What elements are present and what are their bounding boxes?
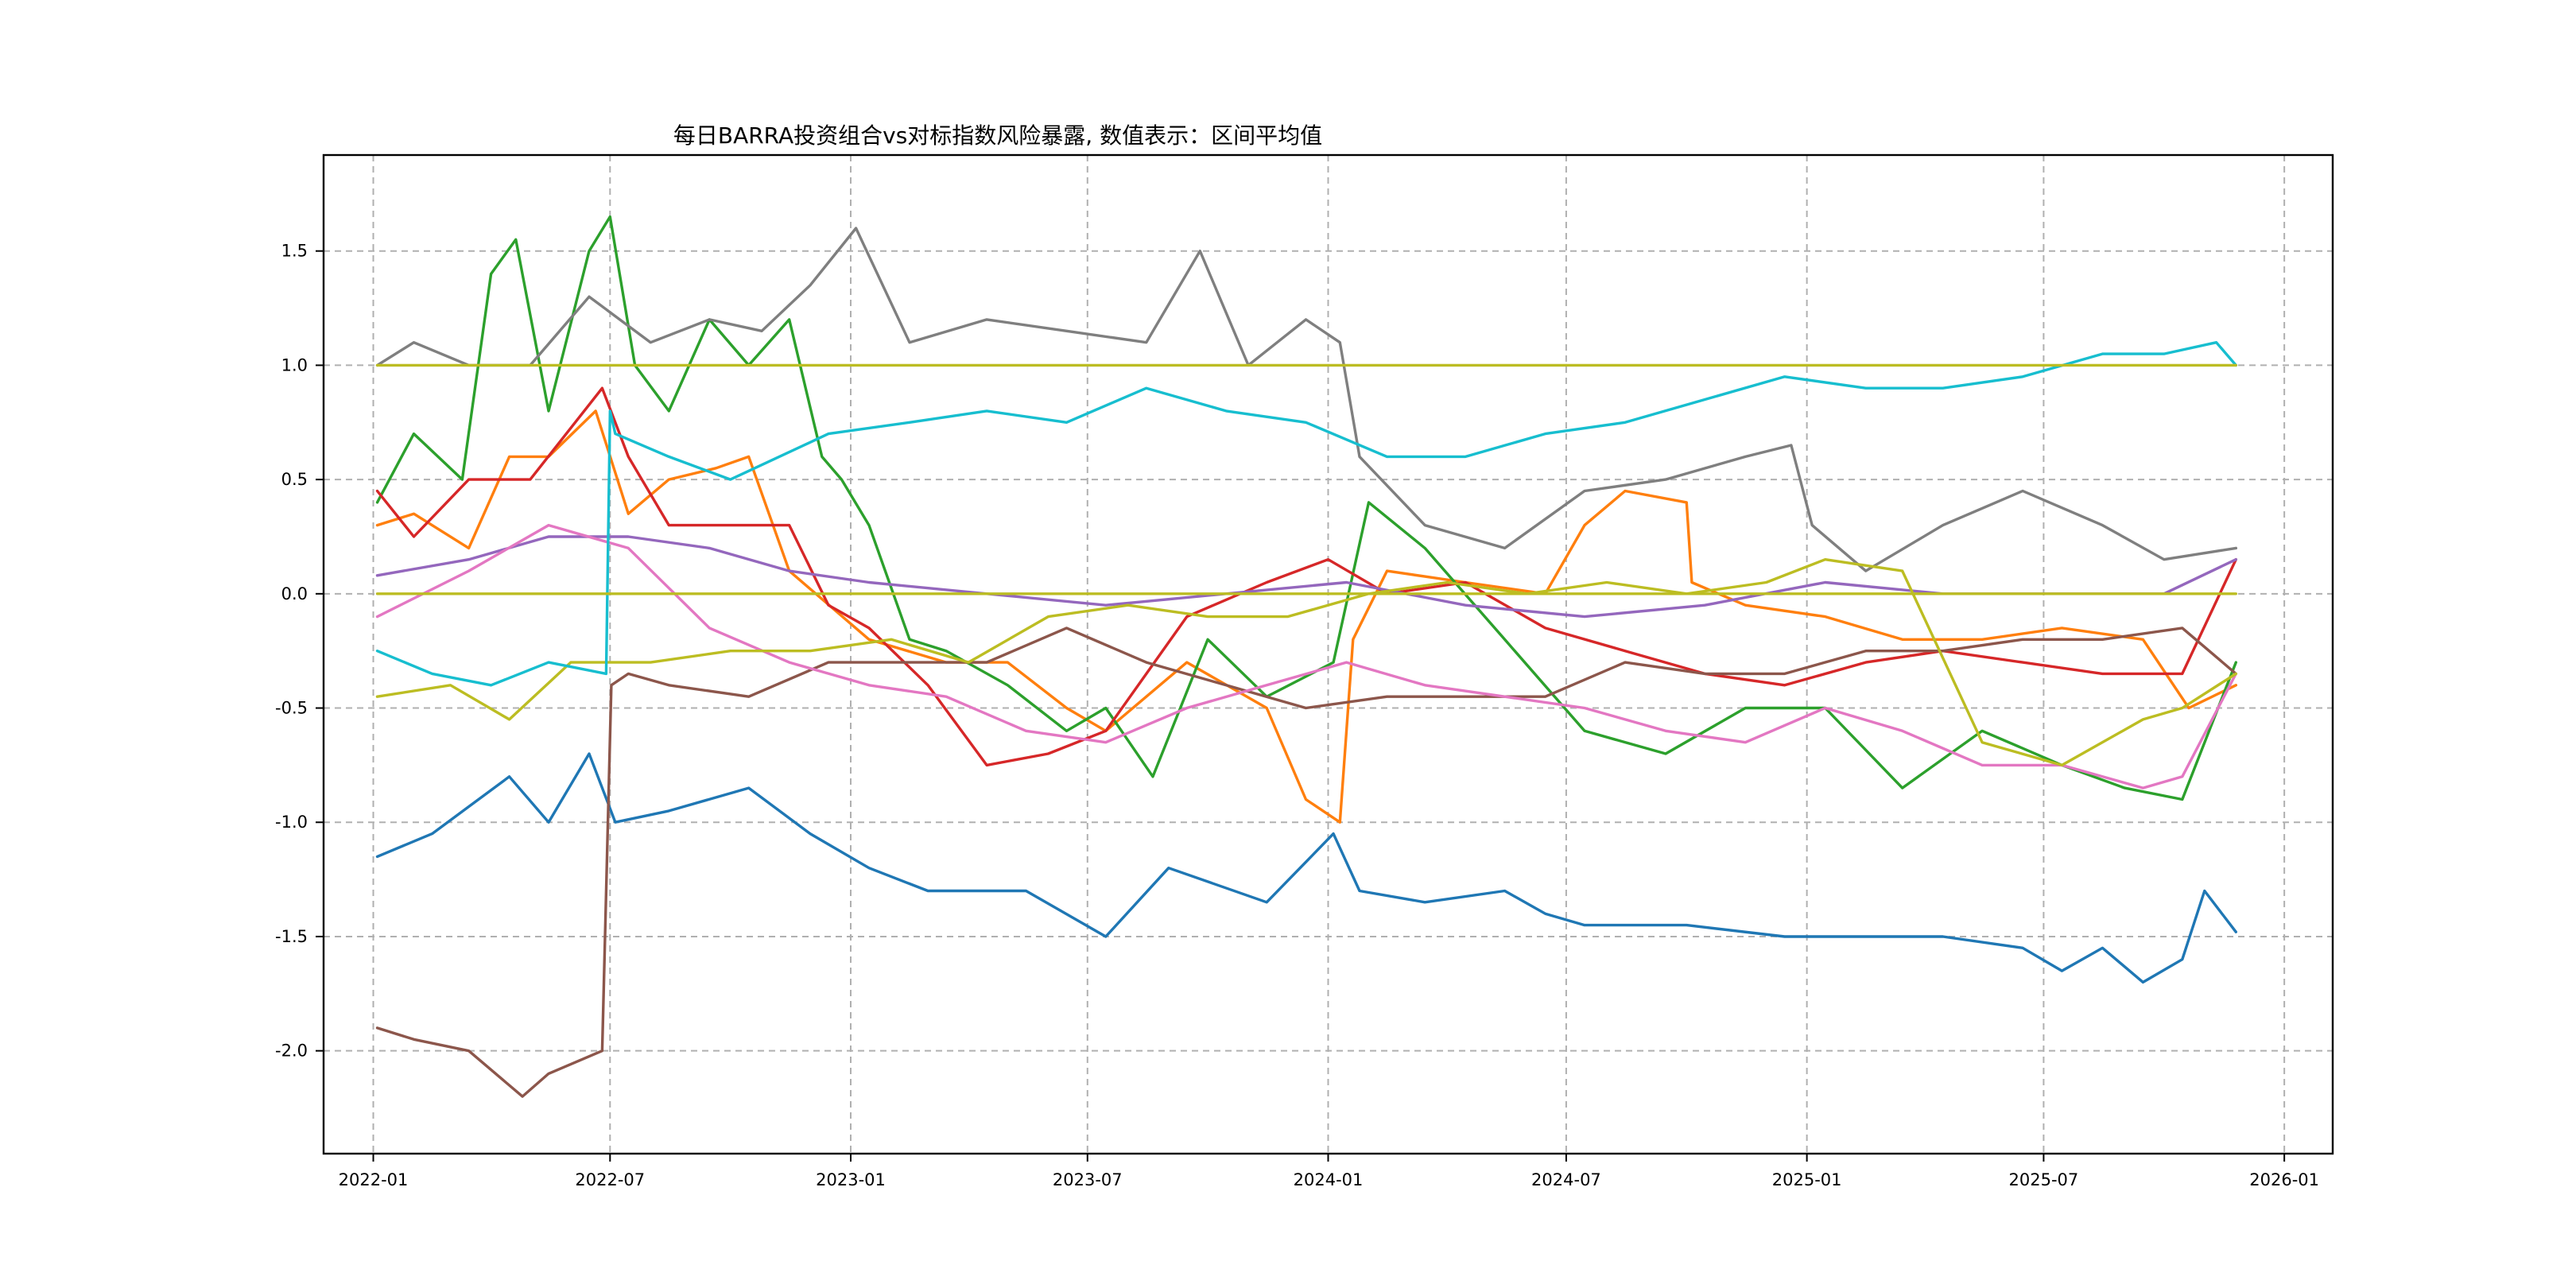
tick-layer: 2022-01 2022-07 2023-01 2023-07 2024-01 2024-… [275, 242, 2319, 1189]
line-series-7 [375, 523, 2238, 789]
x-tick-label: 2024-07 [1531, 1170, 1601, 1189]
line-series-9 [375, 558, 2238, 767]
y-tick-label: 1.0 [281, 355, 308, 374]
line-series-2 [375, 409, 2238, 824]
x-tick-label: 2022-01 [339, 1170, 409, 1189]
x-tick-label: 2025-01 [1772, 1170, 1842, 1189]
line-series-3 [375, 215, 2238, 801]
x-tick-label: 2023-01 [816, 1170, 886, 1189]
chart-title: 每日BARRA投资组合vs对标指数风险暴露, 数值表示：区间平均值 [673, 122, 1322, 149]
x-tick-label: 2024-01 [1294, 1170, 1364, 1189]
line-series-10 [375, 341, 2238, 687]
y-tick-label: -1.0 [275, 813, 308, 832]
line-series-1 [375, 752, 2238, 984]
line-series-6 [375, 627, 2238, 1098]
y-tick-label: -2.0 [275, 1042, 308, 1061]
x-tick-label: 2026-01 [2249, 1170, 2319, 1189]
x-tick-label: 2022-07 [575, 1170, 645, 1189]
line-series-4 [375, 386, 2238, 767]
y-tick-label: 1.5 [281, 242, 308, 261]
y-tick-label: -0.5 [275, 699, 308, 718]
x-tick-label: 2023-07 [1053, 1170, 1123, 1189]
y-tick-label: 0.5 [281, 470, 308, 489]
series-layer [375, 215, 2238, 1098]
y-tick-label: 0.0 [281, 584, 308, 603]
x-tick-label: 2025-07 [2009, 1170, 2079, 1189]
y-tick-label: -1.5 [275, 927, 308, 946]
